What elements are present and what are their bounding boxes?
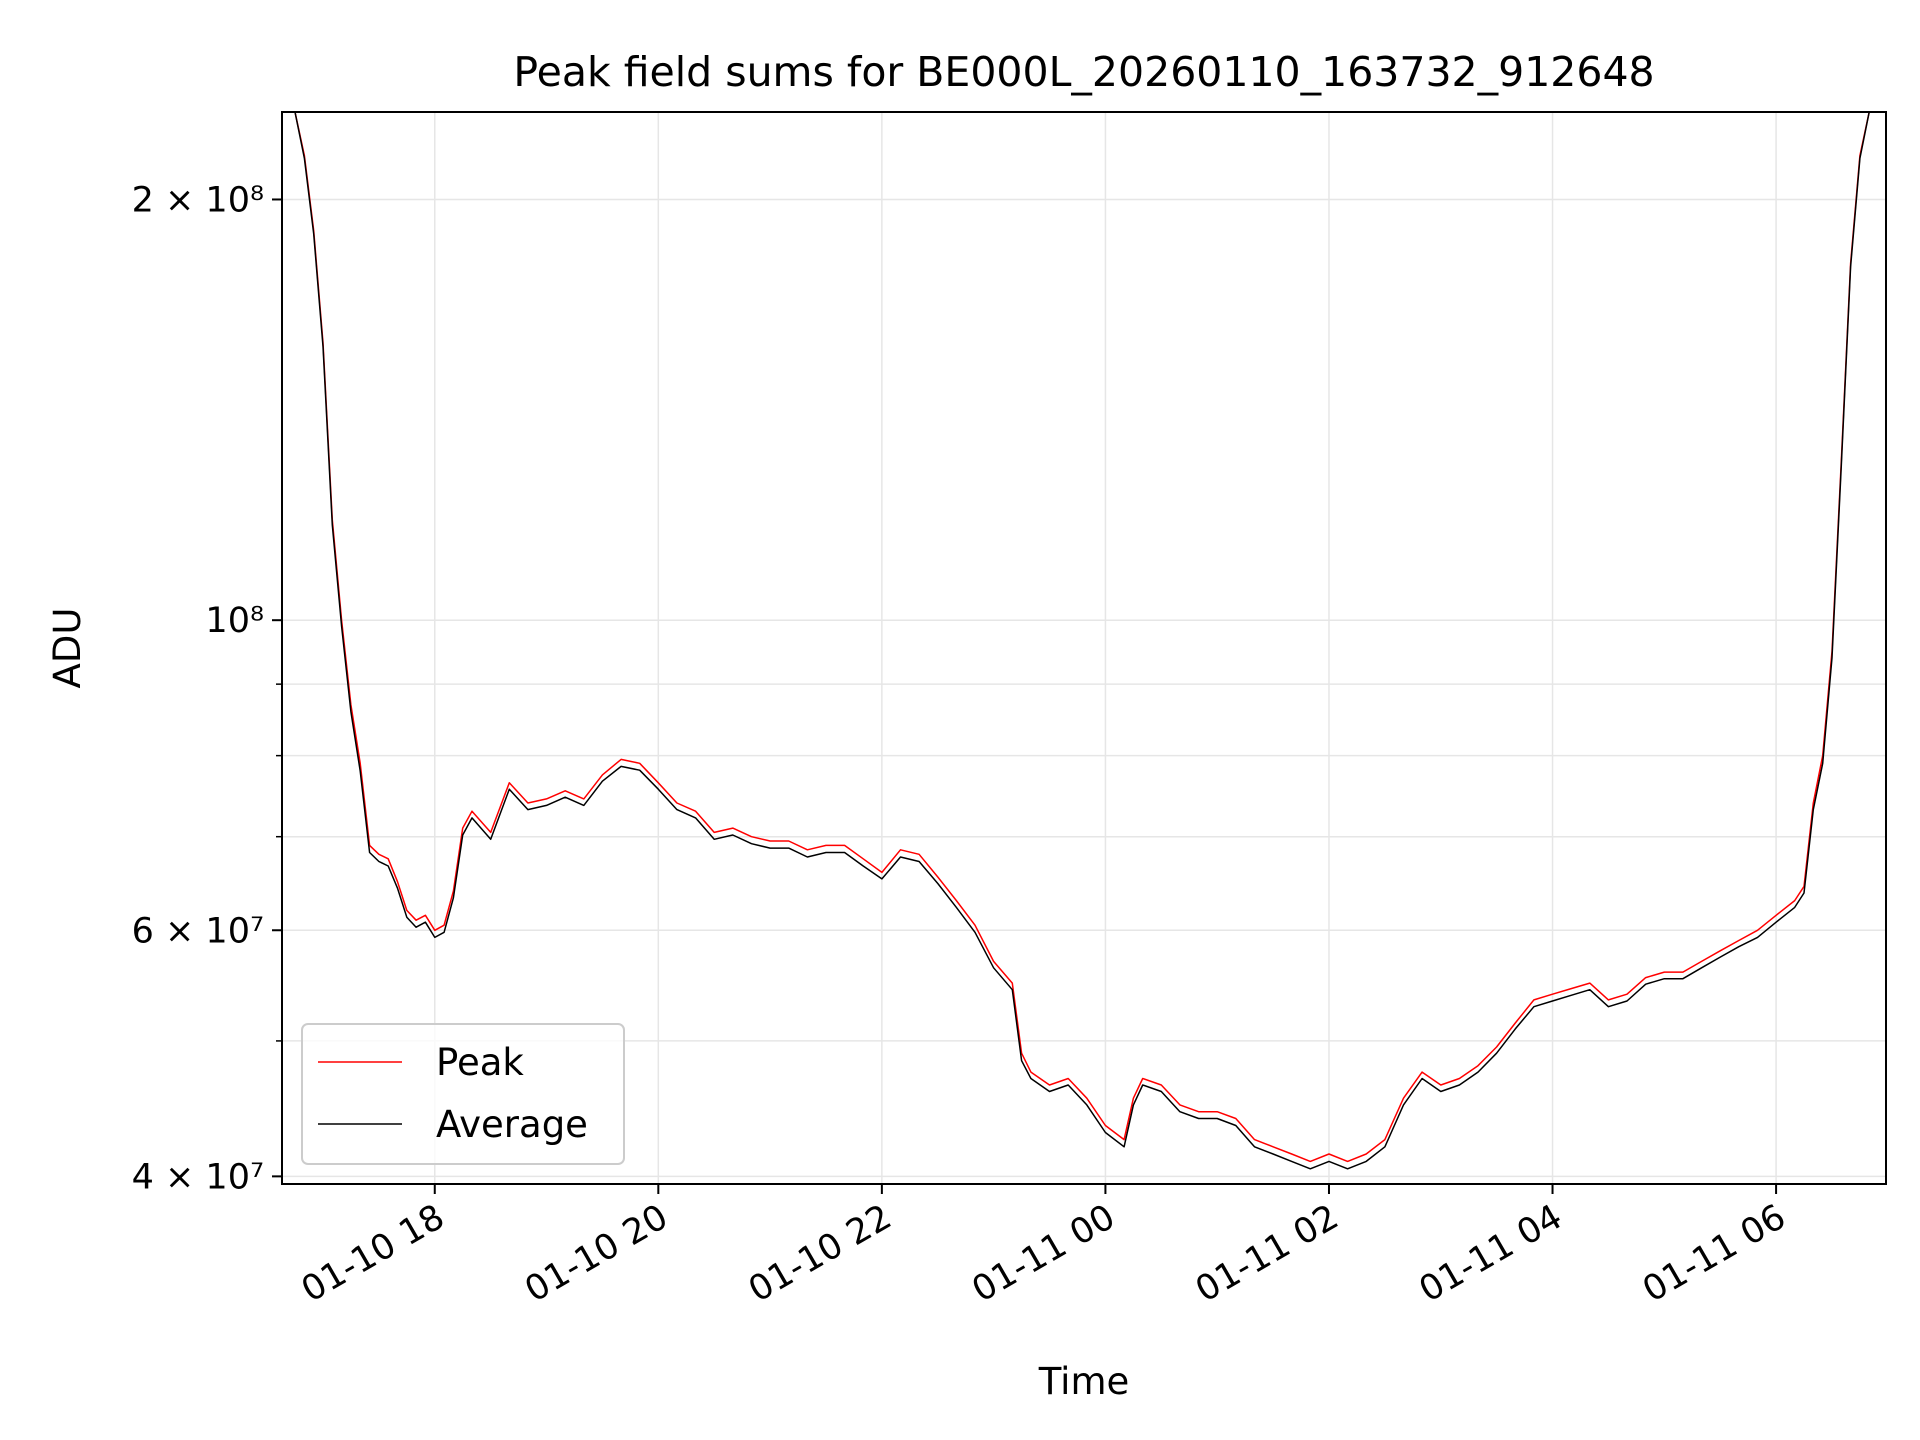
y-axis-label: ADU bbox=[46, 608, 89, 689]
plot-lines bbox=[294, 111, 1885, 1170]
grid bbox=[282, 112, 1886, 1184]
y-tick-label: 2 × 10⁸ bbox=[132, 180, 264, 220]
y-tick-label: 4 × 10⁷ bbox=[132, 1157, 264, 1197]
y-tick-label: 10⁸ bbox=[205, 601, 264, 641]
x-axis-label: Time bbox=[1038, 1360, 1130, 1403]
y-axis: 4 × 10⁷ 6 × 10⁷ 10⁸ 2 × 10⁸ bbox=[132, 180, 282, 1197]
chart-title: Peak field sums for BE000L_20260110_1637… bbox=[513, 48, 1654, 96]
legend: Peak Average bbox=[301, 1023, 625, 1165]
plot-frame bbox=[281, 111, 1887, 1185]
series-line-peak bbox=[294, 111, 1885, 1163]
legend-label-average: Average bbox=[436, 1103, 588, 1146]
legend-label-peak: Peak bbox=[436, 1041, 524, 1084]
legend-box bbox=[301, 1023, 625, 1165]
y-tick-label: 6 × 10⁷ bbox=[132, 911, 264, 951]
series-line-average bbox=[294, 111, 1885, 1170]
